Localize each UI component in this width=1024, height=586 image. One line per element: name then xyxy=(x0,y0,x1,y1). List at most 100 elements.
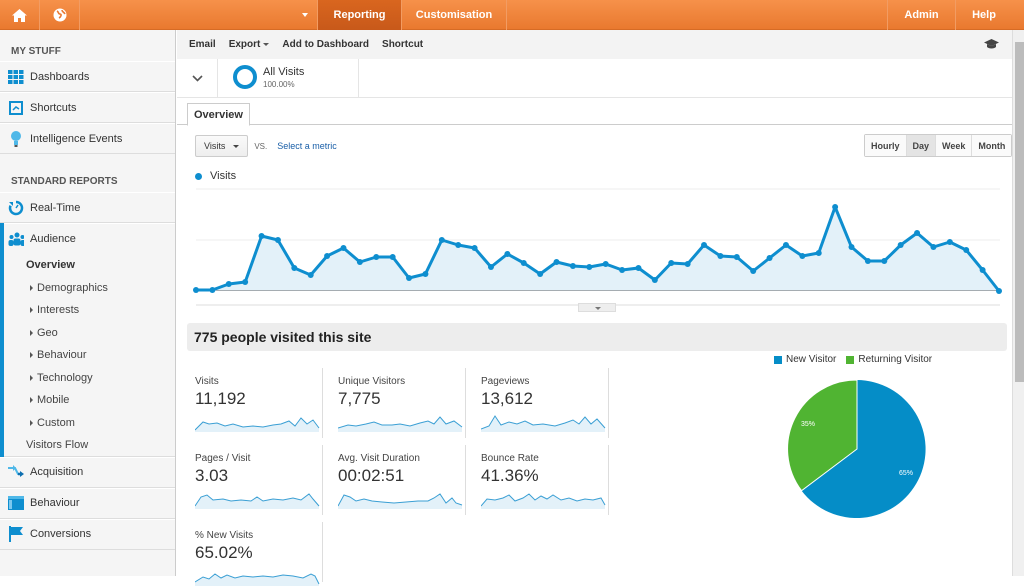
sidebar-sub-geo[interactable]: Geo xyxy=(4,322,175,345)
globe-button[interactable] xyxy=(40,0,80,30)
sidebar-sub-technology[interactable]: Technology xyxy=(4,367,175,390)
data-point[interactable] xyxy=(389,254,396,260)
sidebar-sub-mobile[interactable]: Mobile xyxy=(4,389,175,412)
data-point[interactable] xyxy=(340,245,347,251)
metric-tile-new-visits[interactable]: % New Visits 65.02% xyxy=(187,522,323,586)
data-point[interactable] xyxy=(569,263,576,269)
shortcut-button[interactable]: Shortcut xyxy=(382,39,424,50)
data-point[interactable] xyxy=(291,265,298,271)
select-metric-link[interactable]: Select a metric xyxy=(277,141,337,151)
data-point[interactable] xyxy=(356,259,363,265)
page-scrollbar[interactable] xyxy=(1012,30,1024,576)
data-point[interactable] xyxy=(733,254,740,260)
metric-tile-avg-visit-duration[interactable]: Avg. Visit Duration 00:02:51 xyxy=(330,445,466,515)
sidebar-item-dashboards[interactable]: Dashboards xyxy=(0,61,175,92)
home-button[interactable] xyxy=(0,0,40,30)
data-point[interactable] xyxy=(455,242,462,248)
metric-tile-bounce-rate[interactable]: Bounce Rate 41.36% xyxy=(473,445,609,515)
data-point[interactable] xyxy=(782,242,789,248)
data-point[interactable] xyxy=(717,253,724,259)
data-point[interactable] xyxy=(406,275,413,281)
sidebar-item-acquisition[interactable]: Acquisition xyxy=(0,456,175,488)
email-button[interactable]: Email xyxy=(189,39,216,50)
data-point[interactable] xyxy=(684,261,691,267)
pie-slice-new-visitor[interactable] xyxy=(801,380,926,518)
metric-tile-visits[interactable]: Visits 11,192 xyxy=(187,368,323,438)
metric-tile-pages-per-visit[interactable]: Pages / Visit 3.03 xyxy=(187,445,323,515)
data-point[interactable] xyxy=(750,268,757,274)
data-point[interactable] xyxy=(946,239,953,245)
data-point[interactable] xyxy=(471,245,478,251)
visitor-type-pie-chart[interactable]: 65% 35% xyxy=(787,379,927,519)
granularity-day[interactable]: Day xyxy=(906,135,937,156)
graduation-cap-icon[interactable] xyxy=(984,39,999,50)
data-point[interactable] xyxy=(701,242,708,248)
add-to-dashboard-button[interactable]: Add to Dashboard xyxy=(282,39,370,50)
data-point[interactable] xyxy=(668,260,675,266)
data-point[interactable] xyxy=(373,254,380,260)
data-point[interactable] xyxy=(996,288,1002,294)
sidebar-sub-behaviour[interactable]: Behaviour xyxy=(4,344,175,367)
granularity-week[interactable]: Week xyxy=(936,135,973,156)
data-point[interactable] xyxy=(766,255,773,261)
metric-tile-pageviews[interactable]: Pageviews 13,612 xyxy=(473,368,609,438)
data-point[interactable] xyxy=(602,261,609,267)
visits-line-chart[interactable] xyxy=(177,180,1012,315)
data-point[interactable] xyxy=(193,287,199,293)
sidebar-sub-custom[interactable]: Custom xyxy=(4,412,175,435)
data-point[interactable] xyxy=(520,260,527,266)
data-point[interactable] xyxy=(324,253,331,259)
chart-resize-handle[interactable] xyxy=(578,303,616,312)
sidebar-item-conversions[interactable]: Conversions xyxy=(0,518,175,550)
account-dropdown-caret[interactable] xyxy=(302,13,308,17)
data-point[interactable] xyxy=(274,237,281,243)
data-point[interactable] xyxy=(979,267,986,273)
sidebar-sub-interests[interactable]: Interests xyxy=(4,299,175,322)
metric-tile-unique-visitors[interactable]: Unique Visitors 7,775 xyxy=(330,368,466,438)
data-point[interactable] xyxy=(635,265,642,271)
sidebar-item-intelligence-events[interactable]: Intelligence Events xyxy=(0,123,175,154)
data-point[interactable] xyxy=(848,244,855,250)
primary-metric-select[interactable]: Visits xyxy=(195,135,249,157)
data-point[interactable] xyxy=(504,251,511,257)
segment-all-visits[interactable]: All Visits 100.00% xyxy=(218,59,359,97)
data-point[interactable] xyxy=(914,230,921,236)
nav-help[interactable]: Help xyxy=(955,0,1012,30)
data-point[interactable] xyxy=(307,272,314,278)
data-point[interactable] xyxy=(832,204,839,210)
sidebar-sub-visitors-flow[interactable]: Visitors Flow xyxy=(4,434,175,457)
data-point[interactable] xyxy=(258,233,265,239)
data-point[interactable] xyxy=(225,281,232,287)
segment-toggle-button[interactable] xyxy=(177,59,218,97)
data-point[interactable] xyxy=(586,264,593,270)
data-point[interactable] xyxy=(815,250,822,256)
tab-overview[interactable]: Overview xyxy=(187,103,250,126)
data-point[interactable] xyxy=(897,242,904,248)
data-point[interactable] xyxy=(651,277,658,283)
data-point[interactable] xyxy=(422,271,429,277)
data-point[interactable] xyxy=(242,279,249,285)
nav-customisation[interactable]: Customisation xyxy=(401,0,507,30)
sidebar-sub-demographics[interactable]: Demographics xyxy=(4,277,175,300)
sidebar-sub-overview[interactable]: Overview xyxy=(26,259,75,272)
data-point[interactable] xyxy=(209,287,216,293)
data-point[interactable] xyxy=(881,258,888,264)
export-button[interactable]: Export xyxy=(229,39,270,50)
data-point[interactable] xyxy=(963,247,970,253)
data-point[interactable] xyxy=(537,271,544,277)
sidebar-item-real-time[interactable]: Real-Time xyxy=(0,192,175,223)
data-point[interactable] xyxy=(930,244,937,250)
granularity-hourly[interactable]: Hourly xyxy=(865,135,907,156)
granularity-month[interactable]: Month xyxy=(972,135,1012,156)
data-point[interactable] xyxy=(553,259,560,265)
data-point[interactable] xyxy=(487,264,494,270)
data-point[interactable] xyxy=(438,237,445,243)
pie-slice-returning-visitor[interactable] xyxy=(787,379,858,492)
data-point[interactable] xyxy=(799,253,806,259)
nav-admin[interactable]: Admin xyxy=(887,0,955,30)
data-point[interactable] xyxy=(864,258,871,264)
scrollbar-thumb[interactable] xyxy=(1015,42,1024,382)
sidebar-item-audience[interactable]: Audience xyxy=(4,223,175,254)
sidebar-item-behaviour[interactable]: Behaviour xyxy=(0,487,175,519)
sidebar-item-shortcuts[interactable]: Shortcuts xyxy=(0,92,175,123)
